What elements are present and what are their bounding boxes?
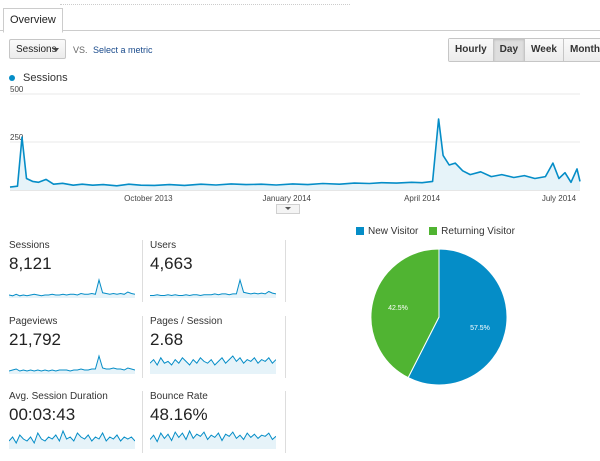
metric-sparkline [9, 429, 135, 449]
returning-visitor-swatch [429, 227, 438, 235]
sessions-area [10, 119, 580, 190]
pie-legend: New Visitor Returning Visitor [356, 226, 515, 237]
metric-card-sessions[interactable]: Sessions 8,121 [9, 240, 140, 310]
metric-select-label: Sessions [16, 44, 57, 55]
metric-card-pages-session[interactable]: Pages / Session 2.68 [150, 316, 281, 386]
metric-sparkline [9, 278, 135, 298]
metric-card-users[interactable]: Users 4,663 [150, 240, 281, 310]
tab-bar [0, 30, 600, 31]
legend-sessions: Sessions [23, 72, 68, 84]
visitor-pie-chart[interactable]: 57.5% 42.5% [364, 242, 514, 392]
metric-value: 4,663 [150, 254, 193, 273]
metric-divider [285, 391, 286, 453]
metric-value: 21,792 [9, 330, 61, 349]
metric-divider [142, 391, 143, 453]
metric-label: Pages / Session [150, 316, 223, 327]
metric-label: Pageviews [9, 316, 58, 327]
tab-overview[interactable]: Overview [3, 8, 63, 33]
metric-label: Users [150, 240, 177, 251]
x-tick-label: January 2014 [262, 194, 311, 203]
metric-card-avg-session-duration[interactable]: Avg. Session Duration 00:03:43 [9, 391, 140, 461]
sparkline-line [9, 429, 135, 445]
sparkline-line [9, 278, 135, 297]
metric-value: 2.68 [150, 330, 184, 349]
sparkline-area [150, 431, 276, 449]
pie-slice-label: 57.5% [470, 325, 490, 332]
select-metric-link[interactable]: Select a metric [93, 45, 153, 55]
pie-slice-new-visitor[interactable] [407, 248, 508, 386]
hourly-button[interactable]: Hourly [449, 39, 493, 61]
legend-new-visitor: New Visitor [368, 226, 419, 237]
x-tick-label: July 2014 [542, 194, 577, 203]
metric-label: Avg. Session Duration [9, 391, 108, 402]
pie-slice-returning-visitor[interactable] [370, 248, 440, 379]
sparkline-line [150, 278, 276, 297]
metric-divider [142, 316, 143, 378]
x-tick-label: April 2014 [404, 194, 441, 203]
new-visitor-swatch [356, 227, 364, 235]
metric-label: Sessions [9, 240, 50, 251]
pie-slice-label: 42.5% [388, 305, 408, 312]
sparkline-area [150, 280, 276, 298]
vs-label: VS. [73, 45, 88, 55]
sparkline-area [150, 356, 276, 374]
metric-sparkline [9, 354, 135, 374]
metric-label: Bounce Rate [150, 391, 208, 402]
metric-value: 00:03:43 [9, 405, 76, 424]
x-tick-label: October 2013 [124, 194, 173, 203]
metric-card-bounce-rate[interactable]: Bounce Rate 48.16% [150, 391, 281, 461]
sessions-line [9, 118, 581, 188]
legend-returning-visitor: Returning Visitor [441, 226, 515, 237]
y-tick-label: 250 [10, 133, 24, 142]
sessions-chart[interactable]: 500 250 October 2013 January 2014 April 2014… [0, 85, 600, 216]
chart-collapse-handle[interactable] [276, 204, 300, 214]
metric-divider [285, 240, 286, 302]
metric-divider [285, 316, 286, 378]
granularity-toggle: Hourly Day Week Month [448, 38, 600, 62]
sparkline-area [9, 280, 135, 298]
metric-divider [142, 240, 143, 302]
series-dot-icon [9, 75, 15, 82]
chevron-down-icon [53, 48, 59, 52]
top-divider [60, 4, 350, 5]
sparkline-area [9, 356, 135, 374]
day-button[interactable]: Day [492, 39, 525, 61]
month-button[interactable]: Month [562, 39, 600, 61]
metric-select[interactable]: Sessions [9, 39, 66, 59]
chart-legend: Sessions [9, 72, 68, 84]
metric-sparkline [150, 355, 276, 374]
sessions-chart-svg: 500 250 October 2013 January 2014 April 2014… [9, 85, 581, 203]
sparkline-line [9, 354, 135, 372]
sparkline-line [150, 429, 276, 443]
sparkline-line [150, 355, 276, 366]
metric-sparkline [150, 429, 276, 449]
metric-value: 48.16% [150, 405, 208, 424]
week-button[interactable]: Week [524, 39, 563, 61]
metric-card-pageviews[interactable]: Pageviews 21,792 [9, 316, 140, 386]
metric-value: 8,121 [9, 254, 52, 273]
y-tick-label: 500 [10, 86, 24, 94]
metric-sparkline [150, 278, 276, 298]
